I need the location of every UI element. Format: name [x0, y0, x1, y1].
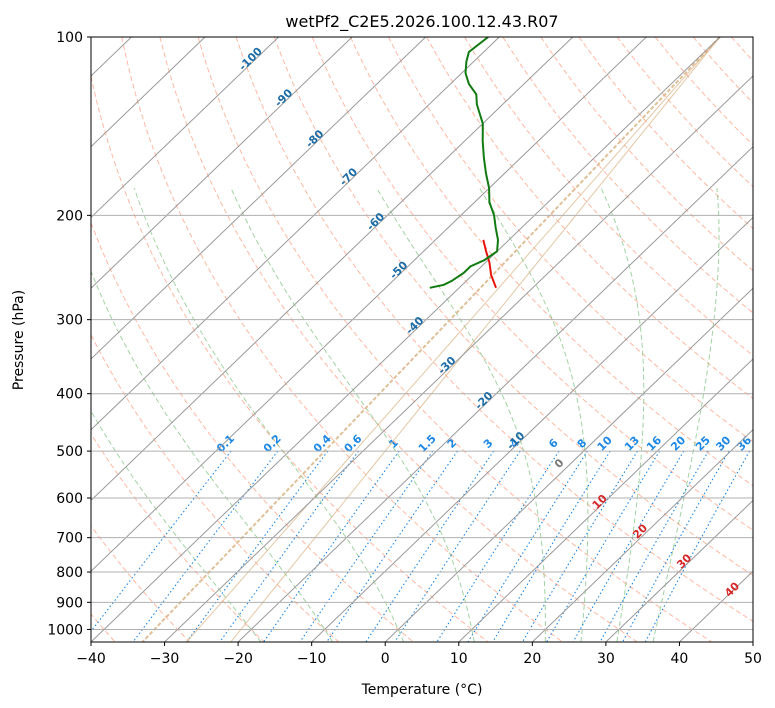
y-tick-label: 1000 [47, 622, 83, 638]
isotherm-line [237, 145, 753, 642]
mixing-ratio-line [91, 450, 232, 633]
isotherm-line [458, 358, 753, 642]
dry-adiabat [91, 432, 265, 642]
dry-adiabat [91, 333, 340, 642]
isotherm-line [384, 287, 753, 642]
x-tick-label: −30 [150, 651, 180, 667]
dry-adiabat [235, 37, 753, 622]
isotherm-line [91, 37, 500, 431]
moist-adiabat [376, 187, 546, 642]
moist-adiabat [91, 410, 262, 642]
y-tick-label: 100 [56, 30, 83, 46]
y-tick-label: 300 [56, 313, 83, 329]
guide-curve [186, 37, 721, 642]
isotherm-line [164, 75, 753, 642]
dewpoint-profile [429, 37, 500, 289]
moist-adiabat [91, 270, 334, 642]
y-tick-label: 900 [56, 595, 83, 611]
x-tick-label: 30 [597, 651, 615, 667]
y-tick-label: 200 [56, 208, 83, 224]
mixing-ratio-line [219, 450, 359, 642]
dry-adiabat [91, 221, 414, 642]
x-tick-label: 0 [381, 651, 390, 667]
mixing-ratio-line [522, 450, 638, 642]
mixing-ratio-line [572, 450, 685, 642]
mixing-ratio-line [622, 450, 730, 642]
isotherm-line [91, 37, 353, 289]
moist-adiabat [652, 188, 720, 642]
dry-adiabat [502, 37, 753, 314]
isotherm-line [311, 216, 753, 642]
mixing-ratio-label: 36 [734, 433, 754, 453]
mixing-ratio-line [492, 450, 611, 642]
dry-adiabat [311, 37, 753, 531]
moist-adiabat [133, 188, 405, 642]
plot-area: 0.1 0.2 0.4 0.6 1 1.5 2 3 4 6 8 10 13 16 20 25 30 36-100-… [91, 37, 754, 642]
mixing-ratio-line [467, 450, 588, 642]
mixing-ratio-line [436, 450, 560, 642]
dry-adiabat [349, 37, 753, 487]
dry-adiabat [197, 37, 713, 642]
plot-frame [90, 36, 754, 643]
dry-adiabat [578, 37, 753, 230]
guide-curve [230, 37, 721, 642]
y-tick-label: 500 [56, 444, 83, 460]
x-tick-label: 10 [450, 651, 468, 667]
y-tick-label: 800 [56, 565, 83, 581]
isotherm-line [91, 37, 206, 148]
dry-adiabat [616, 37, 753, 188]
temperature-profile [482, 239, 497, 289]
dry-adiabat [426, 37, 753, 400]
mixing-ratio-line [599, 450, 709, 642]
y-tick-label: 400 [56, 387, 83, 403]
y-tick-label: 700 [56, 531, 83, 547]
x-tick-label: −40 [76, 651, 106, 667]
mixing-ratio-line [326, 450, 458, 642]
dry-adiabat [464, 37, 753, 357]
isotherm-line [605, 499, 753, 642]
x-tick-label: 50 [744, 651, 762, 667]
x-tick-label: −10 [297, 651, 327, 667]
moist-adiabat [230, 187, 475, 642]
mixing-ratio-line [644, 450, 751, 642]
isotherm-line [91, 37, 574, 502]
x-tick-label: 20 [523, 651, 541, 667]
isotherm-line [91, 37, 427, 360]
isotherm-line [91, 37, 279, 219]
axes: −40 −30 −20 −10 0 10 20 30 40 50 100 200 300 400 500 60… [47, 30, 762, 667]
mixing-ratio-line [132, 450, 279, 642]
mixing-ratio-line [299, 450, 434, 642]
moist-adiabat [479, 187, 589, 642]
isotherm-line [91, 37, 647, 572]
mixing-ratio-line [263, 450, 400, 642]
dry-adiabat [273, 37, 753, 576]
dry-adiabat [159, 37, 638, 642]
isotherm-line [531, 429, 753, 642]
dry-adiabat [121, 37, 563, 642]
guide-curve [141, 37, 721, 642]
x-axis-label: Temperature (°C) [361, 682, 483, 698]
y-axis-label: Pressure (hPa) [11, 290, 27, 390]
x-tick-label: 40 [671, 651, 689, 667]
x-tick-label: −20 [223, 651, 253, 667]
moist-adiabat [600, 187, 645, 642]
chart-title: wetPf2_C2E5.2026.100.12.43.R07 [285, 12, 558, 32]
y-tick-label: 600 [56, 491, 83, 507]
isotherm-line [91, 37, 721, 642]
